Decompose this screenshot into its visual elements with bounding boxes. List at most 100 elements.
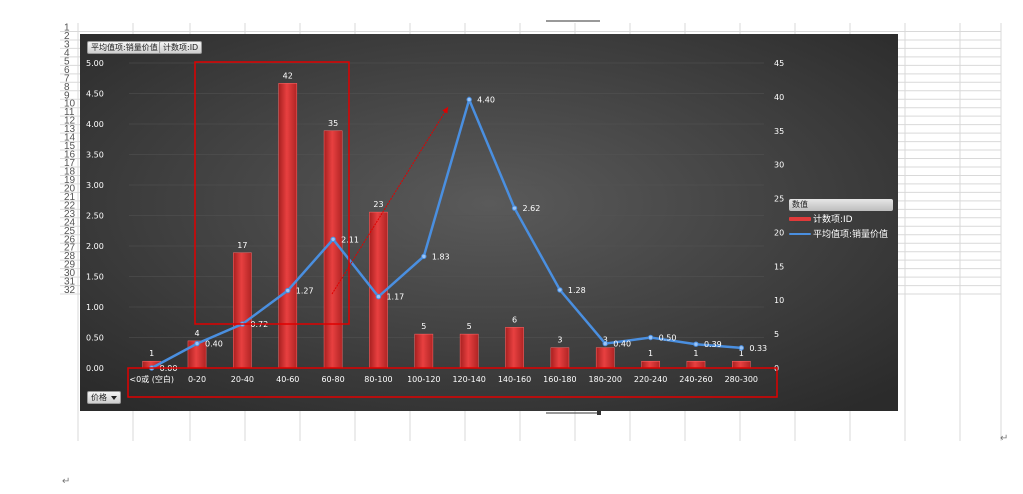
- bar[interactable]: [595, 347, 615, 369]
- y2-tick-label: 30: [774, 161, 784, 170]
- bar-data-label: 1: [648, 349, 653, 358]
- bar-data-label: 35: [328, 119, 338, 128]
- row-number[interactable]: 6: [64, 65, 70, 76]
- line-data-label: 2.62: [523, 204, 541, 213]
- chart-area: [80, 34, 898, 411]
- row-number[interactable]: 3: [64, 39, 70, 50]
- row-number[interactable]: 32: [64, 285, 76, 296]
- bar[interactable]: [233, 252, 252, 369]
- bar-data-label: 1: [149, 349, 154, 358]
- chevron-down-icon[interactable]: [111, 395, 117, 400]
- row-number[interactable]: 13: [64, 124, 76, 135]
- row-number[interactable]: 11: [64, 107, 75, 118]
- row-number[interactable]: 12: [64, 116, 76, 127]
- row-number[interactable]: 9: [64, 90, 70, 101]
- row-number[interactable]: 1: [64, 23, 70, 34]
- x-axis: <0或 (空白) 0-20 20-40 40-60 60-80 80-100 100-120…: [129, 374, 758, 384]
- bar[interactable]: [732, 360, 751, 369]
- row-number[interactable]: 22: [64, 200, 76, 211]
- row-number[interactable]: 23: [64, 209, 76, 220]
- line-point[interactable]: [511, 205, 518, 211]
- legend-item-average[interactable]: 平均值项:销量价值: [789, 226, 893, 241]
- pivot-chart[interactable]: 0.00 0.50 1.00 1.50 2.00 2.50 3.00 3.50 4.00 4.50…: [80, 34, 898, 411]
- line-point[interactable]: [330, 236, 336, 242]
- row-number[interactable]: 15: [64, 141, 76, 152]
- bar[interactable]: [550, 347, 570, 369]
- resize-handle[interactable]: [597, 411, 601, 415]
- row-number[interactable]: 18: [64, 166, 76, 177]
- line-point[interactable]: [647, 334, 654, 341]
- row-number[interactable]: 20: [64, 183, 76, 194]
- x-tick-label: 180-200: [589, 375, 622, 384]
- row-number[interactable]: 4: [64, 48, 70, 59]
- line-point[interactable]: [466, 96, 472, 103]
- y2-tick-label: 35: [774, 127, 784, 136]
- pivot-value-button-count[interactable]: 计数项:ID: [159, 41, 203, 54]
- line-point[interactable]: [693, 341, 699, 347]
- legend-label: 计数项:ID: [813, 215, 853, 225]
- y2-tick-label: 45: [774, 59, 784, 68]
- row-number[interactable]: 30: [64, 268, 76, 279]
- bar[interactable]: [459, 333, 479, 369]
- legend-item-count[interactable]: 计数项:ID: [789, 211, 893, 226]
- row-number[interactable]: 29: [64, 260, 76, 271]
- line-point[interactable]: [194, 340, 200, 347]
- highlight-box-categories: [127, 367, 778, 398]
- pivot-value-button-avg[interactable]: 平均值项:销量价值: [87, 41, 162, 54]
- bar-data-label: 23: [373, 200, 383, 209]
- line-data-label: 1.27: [296, 287, 314, 296]
- x-tick-label: 240-260: [679, 375, 712, 384]
- line-point[interactable]: [421, 253, 427, 260]
- line-point[interactable]: [285, 287, 291, 294]
- row-number[interactable]: 24: [64, 217, 76, 228]
- legend-swatch-bar: [789, 216, 811, 221]
- line-series: 0.000.400.721.272.111.171.834.402.621.28…: [148, 95, 767, 373]
- x-tick-label: <0或 (空白): [129, 374, 174, 384]
- y-tick-label: 1.00: [86, 303, 104, 312]
- primary-y-axis: 0.00 0.50 1.00 1.50 2.00 2.50 3.00 3.50 4.00 4.50…: [86, 59, 104, 373]
- row-number[interactable]: 14: [64, 133, 76, 144]
- bar[interactable]: [505, 327, 524, 369]
- bar[interactable]: [414, 333, 434, 369]
- row-number[interactable]: 31: [64, 277, 76, 288]
- row-number[interactable]: 7: [64, 73, 70, 84]
- y2-tick-label: 20: [774, 228, 784, 237]
- bar[interactable]: [686, 360, 706, 369]
- line-point[interactable]: [738, 345, 745, 351]
- chart-legend[interactable]: 数值 计数项:ID 平均值项:销量价值: [789, 199, 893, 241]
- row-number[interactable]: 16: [64, 150, 76, 161]
- row-number[interactable]: 27: [64, 243, 76, 254]
- line-point[interactable]: [375, 293, 382, 300]
- row-number[interactable]: 2: [64, 31, 70, 42]
- x-tick-label: 120-140: [452, 375, 485, 384]
- pivot-axis-field-button[interactable]: 价格: [87, 391, 121, 404]
- line-path[interactable]: [151, 95, 742, 370]
- row-number[interactable]: 8: [64, 82, 70, 93]
- line-data-label: 4.40: [477, 96, 495, 105]
- row-headers: 1234567891011121314151617181920212223242…: [64, 23, 76, 297]
- paragraph-mark: ↵: [62, 476, 71, 487]
- highlight-box-peak-count: [194, 61, 350, 325]
- row-number[interactable]: 5: [64, 56, 70, 67]
- line-data-label: 1.83: [432, 252, 450, 261]
- bar-data-label: 6: [512, 315, 517, 324]
- legend-swatch-line: [789, 232, 811, 235]
- row-number[interactable]: 26: [64, 234, 76, 245]
- x-tick-label: 140-160: [498, 375, 531, 384]
- y2-tick-label: 25: [774, 195, 784, 204]
- bar[interactable]: [323, 130, 343, 369]
- line-point[interactable]: [557, 287, 563, 293]
- bar-data-label: 1: [693, 349, 698, 358]
- row-number[interactable]: 19: [64, 175, 76, 186]
- row-number[interactable]: 28: [64, 251, 76, 262]
- row-number[interactable]: 10: [64, 99, 76, 110]
- bar[interactable]: [278, 83, 298, 369]
- line-point[interactable]: [602, 340, 608, 347]
- y-tick-label: 1.50: [86, 273, 104, 282]
- bar-data-label: 17: [237, 241, 247, 250]
- bar-data-label: 5: [421, 322, 426, 331]
- row-number[interactable]: 21: [64, 192, 76, 203]
- row-number[interactable]: 25: [64, 226, 76, 237]
- bar[interactable]: [641, 360, 660, 369]
- row-number[interactable]: 17: [64, 158, 76, 169]
